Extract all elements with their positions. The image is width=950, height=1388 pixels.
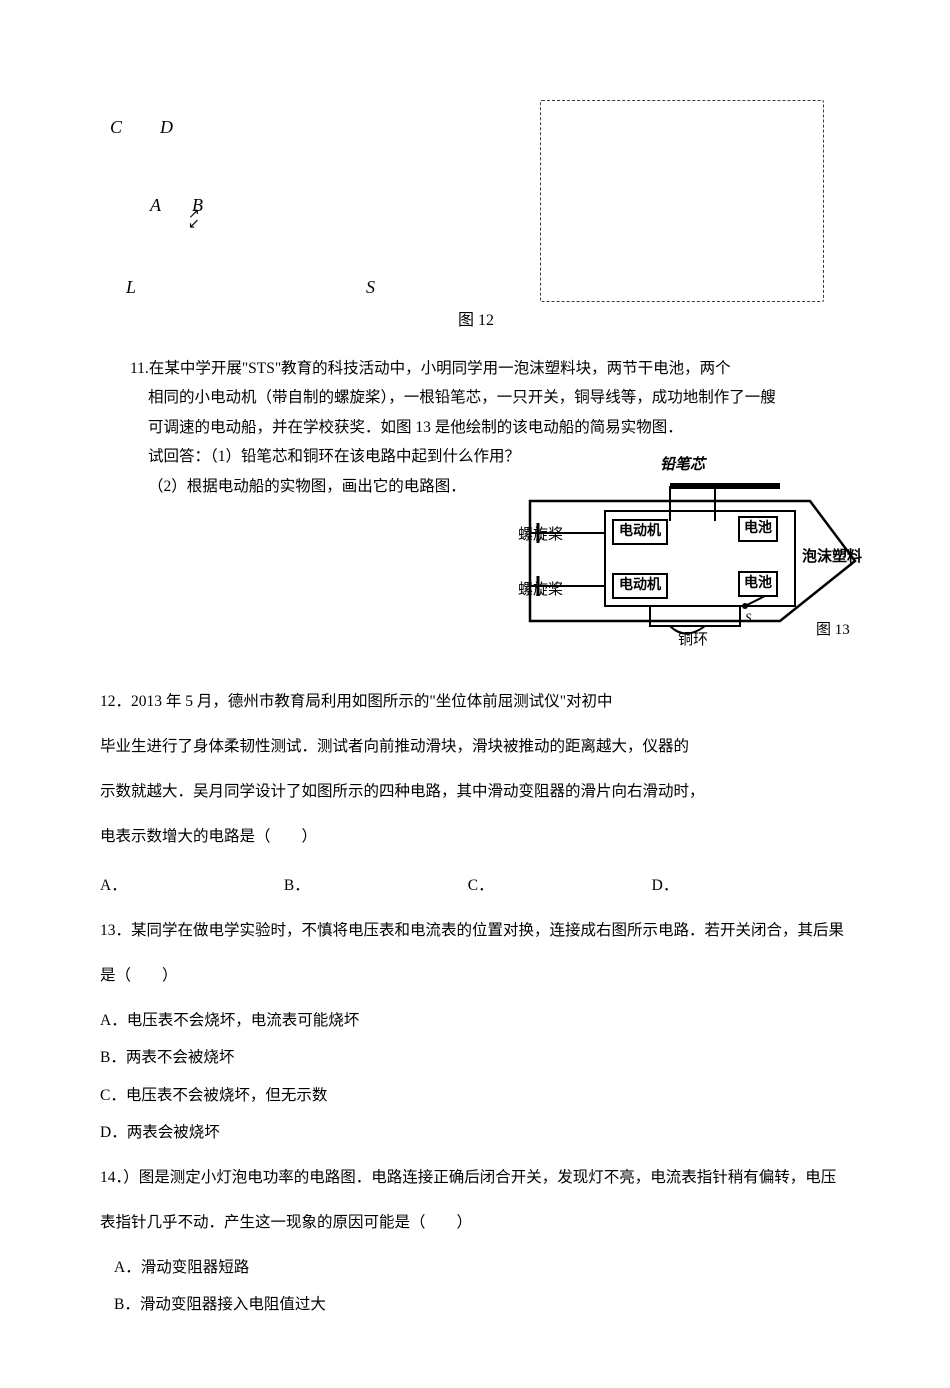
q13-opt-c: C．电压表不会被烧坏，但无示数	[100, 1081, 850, 1110]
q12-line3: 示数就越大．吴月同学设计了如图所示的四种电路，其中滑动变阻器的滑片向右滑动时，	[100, 777, 850, 806]
node-a: A	[150, 188, 161, 222]
q13-opt-b: B．两表不会被烧坏	[100, 1043, 850, 1072]
fig13-switch: S	[745, 606, 752, 631]
q14-line1: 14．）图是测定小灯泡电功率的电路图．电路连接正确后闭合开关，发现灯不亮，电流表…	[100, 1163, 850, 1192]
question-14: 14．）图是测定小灯泡电功率的电路图．电路连接正确后闭合开关，发现灯不亮，电流表…	[100, 1163, 850, 1237]
figure-13-region: 铅笔芯 螺旋桨 螺旋桨 电动机 电动机 电池 电池 泡沫塑料 铜环 S 图 13	[100, 451, 850, 671]
fig13-propeller-2: 螺旋桨	[518, 576, 563, 605]
dashed-figure-box	[540, 100, 824, 302]
q13-opt-a: A．电压表不会烧坏，电流表可能烧坏	[100, 1006, 850, 1035]
page: C D A B ↗↙ L S 图 12 11.在某中学开展"STS"教育的科技活…	[0, 0, 950, 1388]
content-area: C D A B ↗↙ L S 图 12 11.在某中学开展"STS"教育的科技活…	[0, 0, 950, 1388]
figure-13-label: 图 13	[816, 616, 850, 645]
fig13-propeller-1: 螺旋桨	[518, 521, 563, 550]
fig13-battery-1: 电池	[738, 516, 778, 542]
fig13-motor-2: 电动机	[612, 573, 668, 599]
q12-opt-a: A．	[100, 871, 280, 900]
q14-opt-a: A．滑动变阻器短路	[114, 1253, 850, 1282]
arrow-icon: ↗↙	[188, 210, 200, 230]
q11-number: 11.	[130, 360, 149, 377]
fig13-motor-1: 电动机	[612, 519, 668, 545]
fig13-battery-2: 电池	[738, 571, 778, 597]
node-l: L	[126, 270, 136, 304]
q12-opt-b: B．	[284, 871, 464, 900]
figure-12-label: 图 12	[458, 306, 494, 336]
q12-options: A． B． C． D．	[100, 871, 850, 900]
q12-line4: 电表示数增大的电路是（ ）	[100, 822, 850, 851]
q13-opt-d: D．两表会被烧坏	[100, 1118, 850, 1147]
q12-opt-c: C．	[468, 871, 648, 900]
figure-12-region: C D A B ↗↙ L S 图 12	[100, 110, 850, 340]
q12-line1: 12．2013 年 5 月，德州市教育局利用如图所示的"坐位体前屈测试仪"对初中	[100, 687, 850, 716]
question-13: 13．某同学在做电学实验时，不慎将电压表和电流表的位置对换，连接成右图所示电路．…	[100, 916, 850, 990]
q13-line2: 是（ ）	[100, 961, 850, 990]
node-d: D	[160, 110, 173, 144]
q11-line2: 相同的小电动机（带自制的螺旋桨），一根铅笔芯，一只开关，铜导线等，成功地制作了一…	[148, 383, 850, 412]
figure-13: 铅笔芯 螺旋桨 螺旋桨 电动机 电动机 电池 电池 泡沫塑料 铜环 S 图 13	[520, 451, 870, 651]
q11-line1: 在某中学开展"STS"教育的科技活动中，小明同学用一泡沫塑料块，两节干电池，两个	[149, 360, 731, 377]
q12-line2: 毕业生进行了身体柔韧性测试．测试者向前推动滑块，滑块被推动的距离越大，仪器的	[100, 732, 850, 761]
question-12: 12．2013 年 5 月，德州市教育局利用如图所示的"坐位体前屈测试仪"对初中…	[100, 687, 850, 851]
fig13-copper-ring: 铜环	[678, 626, 708, 655]
q11-line3: 可调速的电动船，并在学校获奖．如图 13 是他绘制的该电动船的简易实物图．	[148, 413, 850, 442]
fig13-foam: 泡沫塑料	[802, 543, 862, 572]
q14-opt-b: B．滑动变阻器接入电阻值过大	[114, 1290, 850, 1319]
q14-line2: 表指针几乎不动．产生这一现象的原因可能是（ ）	[100, 1208, 850, 1237]
fig13-pencil-core: 铅笔芯	[660, 451, 705, 480]
node-s: S	[366, 270, 375, 304]
q13-line1: 13．某同学在做电学实验时，不慎将电压表和电流表的位置对换，连接成右图所示电路．…	[100, 916, 850, 945]
node-c: C	[110, 110, 122, 144]
q12-opt-d: D．	[652, 871, 679, 900]
